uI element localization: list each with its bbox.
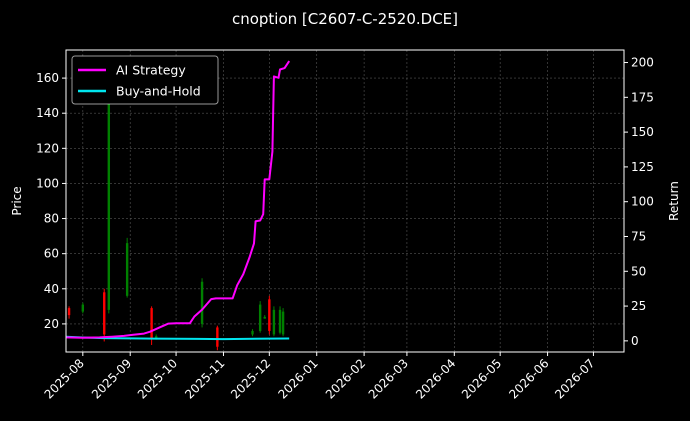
y-right-tick-label: 100 — [631, 195, 654, 209]
y-axis-right: 0 25 50 75 100 125 150 175 200 — [624, 56, 654, 348]
y-left-tick-label: 60 — [44, 247, 59, 261]
candle-body — [154, 336, 158, 338]
candle-body — [272, 309, 276, 335]
x-tick-label: 2026-07 — [552, 356, 597, 401]
candle-body — [263, 316, 266, 319]
x-tick-label: 2025-11 — [182, 356, 227, 401]
y-right-tick-label: 175 — [631, 90, 654, 104]
y-left-tick-label: 100 — [36, 176, 59, 190]
x-tick-label: 2025-12 — [228, 356, 273, 401]
chart-title: cnoption [C2607-C-2520.DCE] — [232, 10, 458, 28]
x-tick-label: 2025-09 — [89, 356, 134, 401]
y-right-tick-label: 125 — [631, 160, 654, 174]
candles — [67, 86, 285, 351]
x-tick-label: 2025-08 — [42, 356, 87, 401]
x-tick-label: 2026-01 — [275, 356, 320, 401]
y-left-tick-label: 80 — [44, 212, 59, 226]
series-line-ai-strategy — [65, 60, 291, 339]
y-right-tick-label: 0 — [631, 334, 639, 348]
x-tick-label: 2026-05 — [459, 356, 504, 401]
candle-body — [268, 299, 271, 331]
y-left-tick-label: 20 — [44, 317, 59, 331]
legend: AI Strategy Buy-and-Hold — [71, 55, 219, 105]
candle-body — [67, 308, 71, 316]
plot-frame — [65, 49, 625, 353]
y-right-tick-label: 200 — [631, 56, 654, 70]
candle-body — [103, 292, 106, 335]
candle-body — [278, 309, 282, 333]
legend-box — [71, 55, 219, 105]
x-axis: 2025-08 2025-09 2025-10 2025-11 2025-12 2026-… — [42, 352, 598, 402]
x-tick-label: 2026-02 — [323, 356, 368, 401]
series-lines — [65, 60, 291, 341]
candle-body — [81, 304, 85, 312]
candle-body — [125, 243, 129, 296]
y-right-tick-label: 50 — [631, 264, 646, 278]
y-right-tick-label: 25 — [631, 299, 646, 313]
y-axis-left-label: Price — [10, 186, 24, 215]
y-right-tick-label: 75 — [631, 229, 646, 243]
y-axis-right-label: Return — [667, 181, 681, 221]
y-axis-left: 20 40 60 80 100 120 140 160 — [36, 71, 66, 331]
x-tick-label: 2025-10 — [135, 356, 180, 401]
x-tick-label: 2026-06 — [506, 356, 551, 401]
y-left-tick-label: 160 — [36, 71, 59, 85]
candle-body — [200, 281, 204, 324]
legend-label-ai-strategy: AI Strategy — [116, 63, 186, 78]
candle-body — [281, 311, 285, 335]
y-right-tick-label: 150 — [631, 125, 654, 139]
candle-body — [150, 308, 153, 338]
grid — [66, 50, 624, 352]
y-left-tick-label: 120 — [36, 141, 59, 155]
candle-body — [258, 304, 262, 331]
y-left-tick-label: 140 — [36, 106, 59, 120]
candle-body — [107, 95, 111, 310]
y-left-tick-label: 40 — [44, 282, 59, 296]
legend-label-buy-and-hold: Buy-and-Hold — [116, 84, 201, 99]
x-tick-label: 2026-03 — [366, 356, 411, 401]
candle-body — [216, 327, 219, 347]
candle-body — [251, 330, 254, 335]
x-tick-label: 2026-04 — [413, 356, 458, 401]
